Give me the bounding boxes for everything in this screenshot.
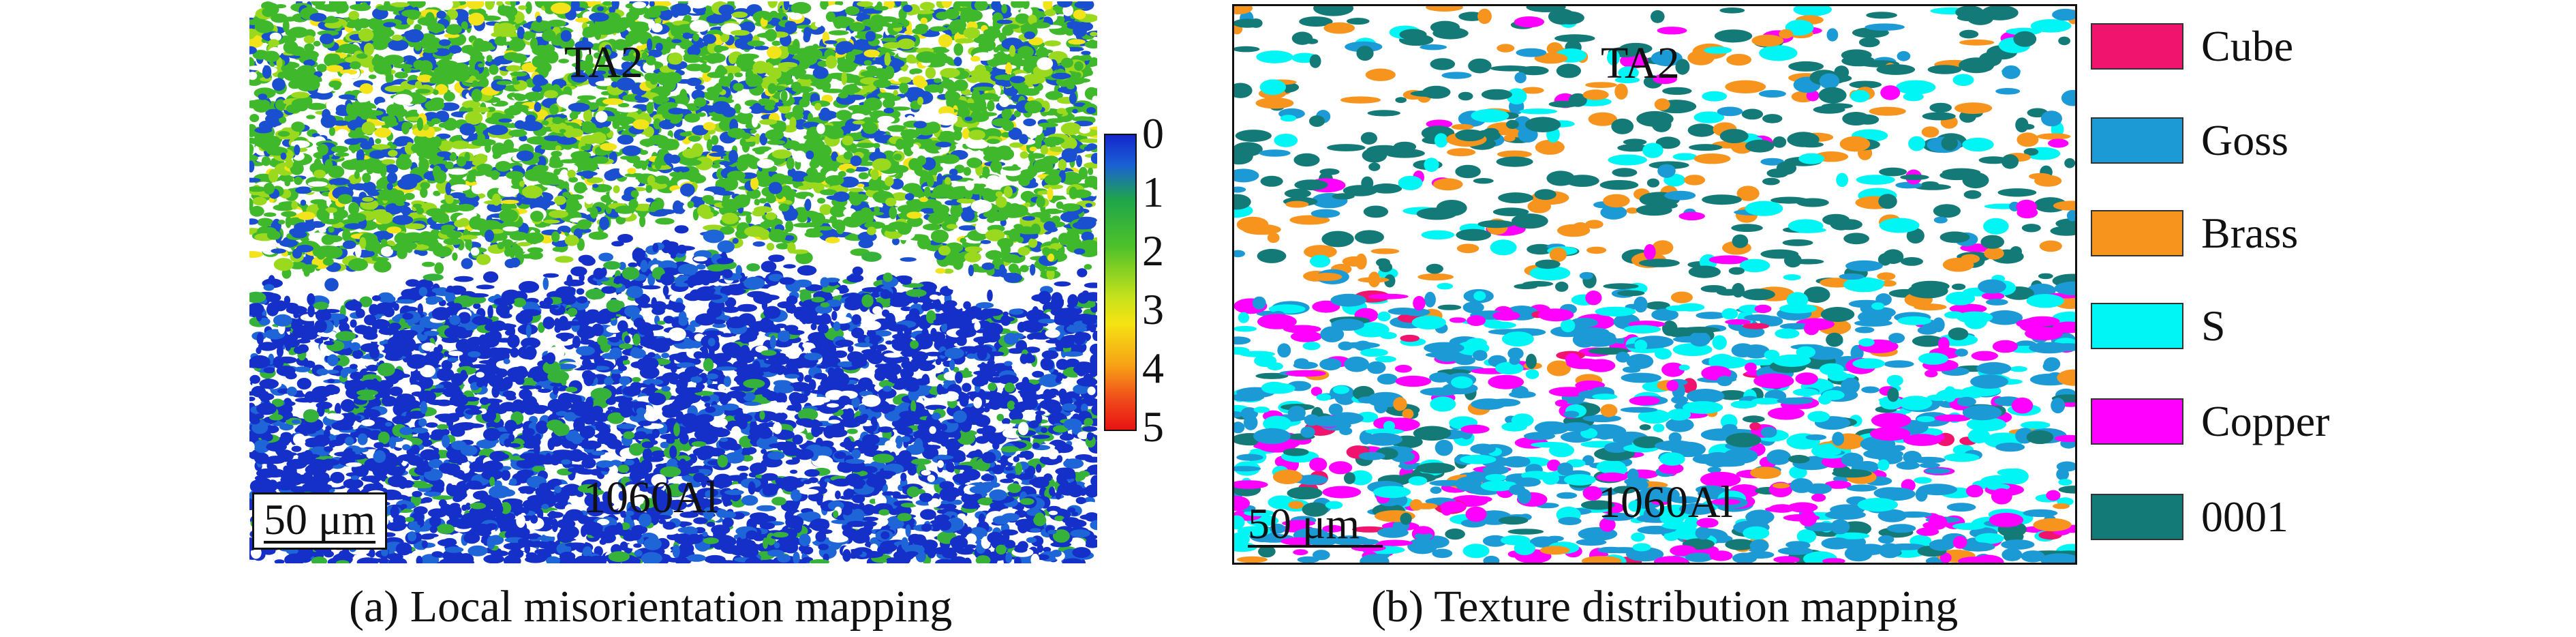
legend-swatch [2091, 494, 2183, 540]
map-b-scale-bar-line [1248, 545, 1383, 548]
map-b-scale-bar: 50 μm [1244, 499, 1383, 552]
map-a-scale-bar-label: 50 μm [264, 495, 376, 544]
legend-label: Goss [2201, 116, 2289, 164]
legend-label: S [2201, 301, 2226, 350]
legend-label: 0001 [2201, 492, 2288, 541]
map-b-top-label: TA2 [1601, 38, 1680, 88]
colorbar-tick-3: 3 [1142, 285, 1164, 334]
misorientation-colorbar [1104, 134, 1137, 431]
legend-label: Brass [2201, 209, 2299, 257]
legend-swatch [2091, 398, 2183, 445]
colorbar-tick-2: 2 [1142, 226, 1164, 275]
misorientation-map: TA2 1060Al 50 μm [249, 1, 1097, 563]
colorbar-tick-0: 0 [1142, 109, 1164, 158]
map-a-scale-bar-line [264, 541, 376, 544]
legend-swatch [2091, 117, 2183, 164]
map-b-scale-bar-label: 50 μm [1248, 499, 1360, 548]
map-a-bottom-label: 1060Al [583, 473, 718, 522]
colorbar-tick-1: 1 [1142, 168, 1164, 216]
caption-a: (a) Local misorientation mapping [349, 582, 953, 632]
colorbar-tick-4: 4 [1142, 344, 1164, 392]
legend-swatch [2091, 210, 2183, 256]
colorbar-tick-5: 5 [1142, 402, 1164, 451]
caption-b: (b) Texture distribution mapping [1371, 582, 1959, 632]
texture-map: TA2 1060Al 50 μm [1232, 4, 2077, 565]
map-a-top-label: TA2 [564, 38, 643, 87]
legend-label: Copper [2201, 397, 2330, 445]
misorientation-map-image [249, 1, 1097, 563]
map-b-bottom-label: 1060Al [1598, 477, 1733, 527]
texture-map-image [1234, 6, 2075, 563]
legend-swatch [2091, 303, 2183, 349]
map-a-scale-bar: 50 μm [252, 492, 388, 550]
legend-label: Cube [2201, 22, 2294, 70]
legend-swatch [2091, 23, 2183, 70]
